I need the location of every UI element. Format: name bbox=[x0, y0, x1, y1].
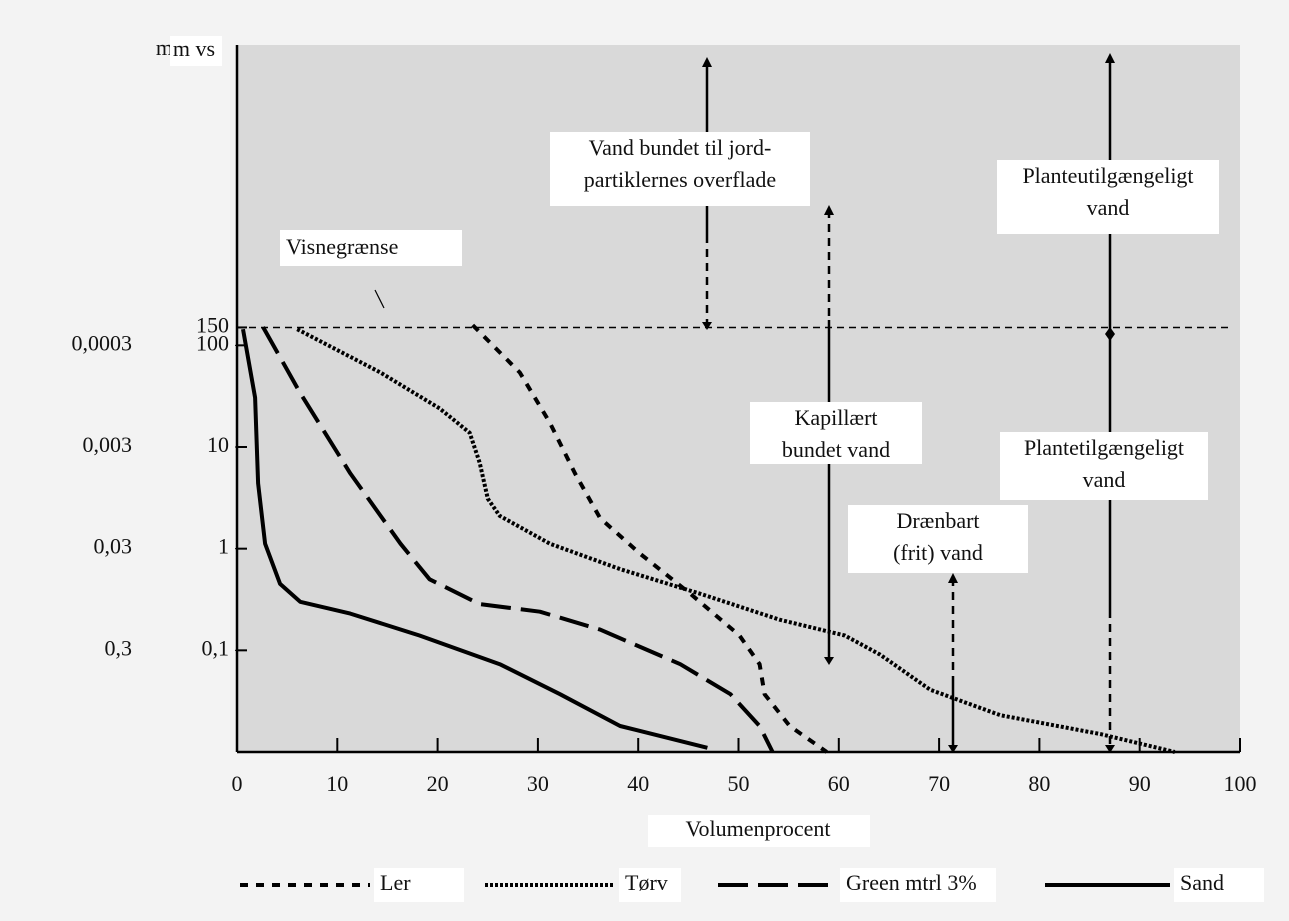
annotation-box bbox=[750, 402, 922, 464]
label-box bbox=[280, 230, 462, 266]
annotation: Vand bundet til jord- bbox=[589, 135, 772, 160]
annotation: (frit) vand bbox=[893, 540, 983, 565]
legend-box bbox=[840, 868, 996, 902]
annotation-box bbox=[997, 160, 1219, 234]
x-tick-label: 100 bbox=[1224, 771, 1257, 796]
y2-tick-label: 0,003 bbox=[83, 432, 133, 457]
x-tick-label: 60 bbox=[828, 771, 850, 796]
legend-label: Sand bbox=[1180, 870, 1224, 895]
x-tick-label: 30 bbox=[527, 771, 549, 796]
x-tick-label: 70 bbox=[928, 771, 950, 796]
annotation: Kapillært bbox=[794, 405, 877, 430]
series-line bbox=[471, 323, 828, 754]
annotation: Drænbart bbox=[896, 508, 979, 533]
series-line bbox=[241, 328, 708, 750]
y-tick-label: 1 bbox=[218, 534, 229, 559]
legend-box bbox=[619, 868, 681, 902]
y-tick-label: 0,1 bbox=[202, 635, 230, 660]
annotation-box bbox=[550, 132, 810, 206]
legend-label: Ler bbox=[380, 870, 411, 895]
x-tick-label: 40 bbox=[627, 771, 649, 796]
pointer bbox=[374, 289, 385, 309]
annotation: Planteutilgængeligt bbox=[1022, 163, 1193, 188]
y-tick-label: 150 bbox=[196, 312, 229, 337]
series-line bbox=[261, 326, 775, 753]
x-tick-label: 0 bbox=[232, 771, 243, 796]
y-axis-label: m vs bbox=[173, 36, 215, 61]
legend-box bbox=[1174, 868, 1264, 902]
x-tick-label: 10 bbox=[326, 771, 348, 796]
annotation-box bbox=[848, 505, 1028, 573]
annotation: bundet vand bbox=[782, 437, 890, 462]
x-tick-label: 90 bbox=[1129, 771, 1151, 796]
y2-tick-label: 0,3 bbox=[105, 635, 133, 660]
label-box bbox=[170, 36, 222, 66]
legend-label: Tørv bbox=[625, 870, 668, 895]
annotation-box bbox=[1000, 432, 1208, 500]
x-tick-label: 80 bbox=[1028, 771, 1050, 796]
y-tick-label: 10 bbox=[207, 432, 229, 457]
reference-label: Visnegrænse bbox=[286, 234, 398, 259]
x-axis-label: Volumenprocent bbox=[685, 816, 830, 841]
legend-box bbox=[374, 868, 464, 902]
annotation: vand bbox=[1083, 467, 1126, 492]
label-box bbox=[648, 815, 870, 847]
annotation: Plantetilgængeligt bbox=[1024, 435, 1184, 460]
legend-label: Green mtrl 3% bbox=[846, 870, 977, 895]
x-tick-label: 20 bbox=[427, 771, 449, 796]
y2-tick-label: 0,03 bbox=[94, 534, 133, 559]
x-tick-label: 50 bbox=[728, 771, 750, 796]
y-tick-label: 100 bbox=[196, 330, 229, 355]
annotation: partiklernes overflade bbox=[584, 167, 776, 192]
annotation: vand bbox=[1087, 195, 1130, 220]
y2-tick-label: 0,0003 bbox=[72, 330, 133, 355]
